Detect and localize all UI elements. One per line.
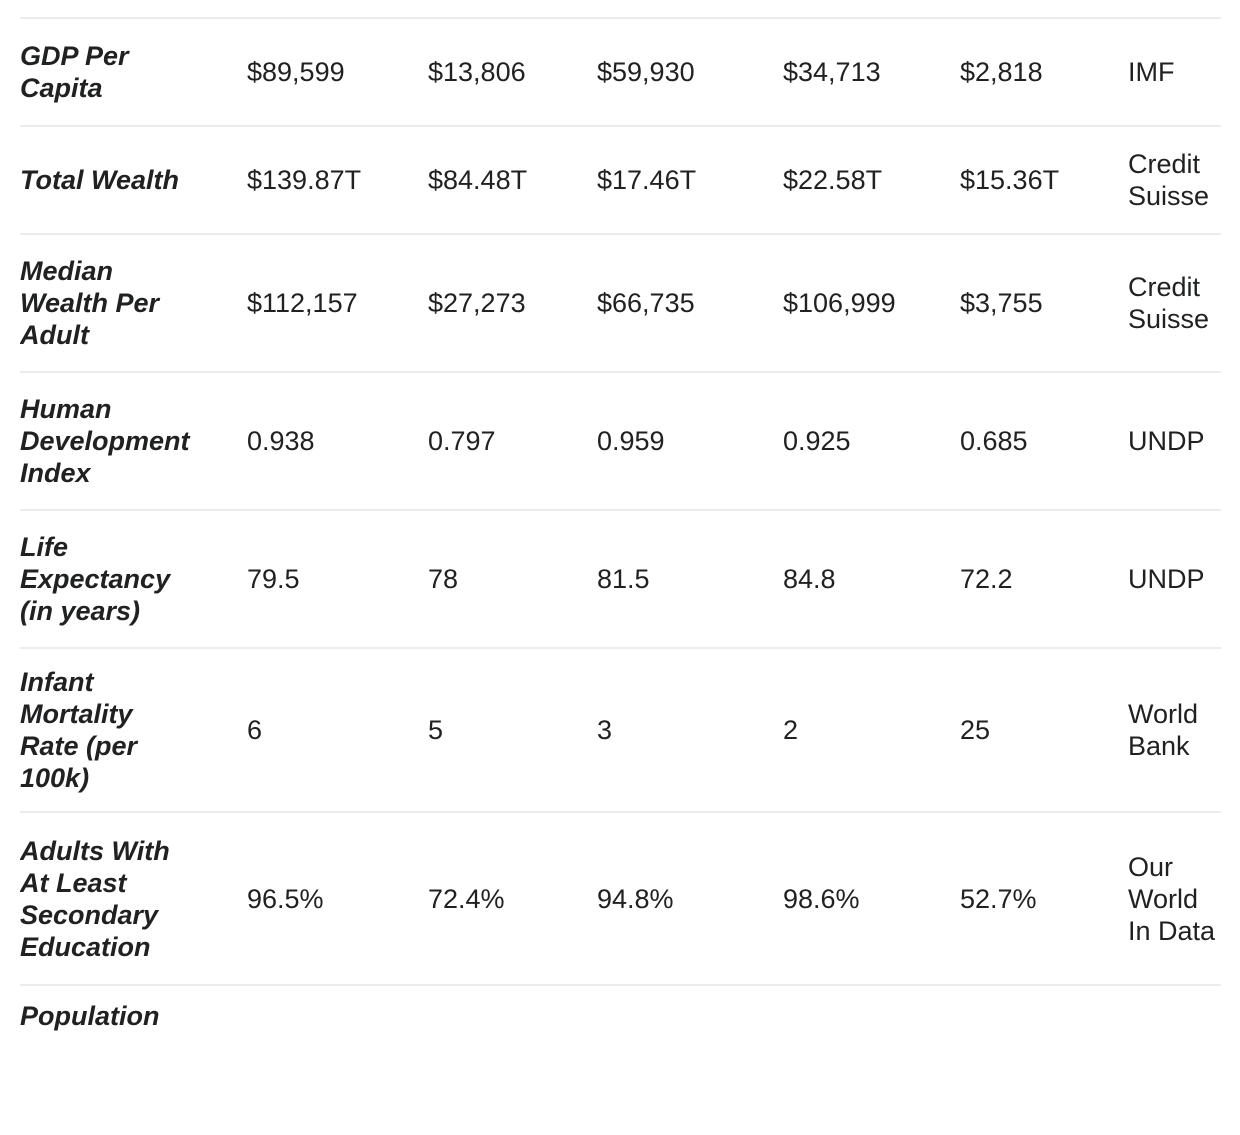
metric-value: $17.46T <box>597 165 697 195</box>
metric-value: $3,755 <box>960 288 1043 318</box>
metric-value: $139.87T <box>247 165 362 195</box>
metric-value: 6 <box>247 715 263 745</box>
metric-value: 5 <box>428 715 444 745</box>
metric-value <box>247 985 428 1135</box>
source-cell: UNDP <box>1128 426 1205 456</box>
row-label-median-wealth-per-adult: Median Wealth Per Adult <box>20 256 160 350</box>
table-row: GDP Per Capita $89,599 $13,806 $59,930 $… <box>20 18 1221 126</box>
metric-value: 78 <box>428 564 459 594</box>
source-cell <box>1128 985 1221 1135</box>
source-cell: Credit Suisse <box>1128 149 1210 211</box>
source-cell: World Bank <box>1128 699 1199 761</box>
metric-value: $66,735 <box>597 288 695 318</box>
metric-value <box>597 985 783 1135</box>
metric-value: $59,930 <box>597 57 695 87</box>
metric-value <box>783 985 960 1135</box>
metric-value: $27,273 <box>428 288 526 318</box>
metric-value: $112,157 <box>247 288 358 318</box>
metric-value: 98.6% <box>783 883 860 914</box>
metric-value: $15.36T <box>960 165 1060 195</box>
source-cell: UNDP <box>1128 564 1205 594</box>
metric-value: $22.58T <box>783 165 883 195</box>
row-label-total-wealth: Total Wealth <box>20 165 180 195</box>
source-cell: IMF <box>1128 57 1175 87</box>
source-cell: Credit Suisse <box>1128 272 1210 334</box>
table-row: Total Wealth $139.87T $84.48T $17.46T $2… <box>20 126 1221 234</box>
metric-value: 81.5 <box>597 564 650 594</box>
row-label-human-development-index: Human Development Index <box>20 394 190 488</box>
table-row: Human Development Index 0.938 0.797 0.95… <box>20 372 1221 510</box>
metric-value: 94.8% <box>597 883 674 914</box>
table-row: Infant Mortality Rate (per 100k) 6 5 3 2… <box>20 648 1221 812</box>
metric-value: 72.2 <box>960 564 1013 594</box>
row-label-infant-mortality-rate: Infant Mortality Rate (per 100k) <box>20 667 138 793</box>
row-label-population: Population <box>20 1001 160 1031</box>
metric-value: 72.4% <box>428 883 505 914</box>
metric-value: 0.925 <box>783 426 851 456</box>
source-cell: Our World In Data <box>1128 851 1216 946</box>
metric-value: 84.8 <box>783 564 836 594</box>
metric-value: 0.959 <box>597 426 665 456</box>
metric-value: 96.5% <box>247 883 324 914</box>
metric-value: 0.685 <box>960 426 1028 456</box>
table-row: Median Wealth Per Adult $112,157 $27,273… <box>20 234 1221 372</box>
metric-value: 25 <box>960 715 991 745</box>
metric-value: $84.48T <box>428 165 528 195</box>
table-row: Adults With At Least Secondary Education… <box>20 812 1221 985</box>
metric-value: $89,599 <box>247 57 345 87</box>
metric-value: $13,806 <box>428 57 526 87</box>
comparison-table-container: GDP Per Capita $89,599 $13,806 $59,930 $… <box>20 17 1221 1135</box>
metric-value: 79.5 <box>247 564 300 594</box>
metric-value <box>428 985 597 1135</box>
metric-value: 0.797 <box>428 426 496 456</box>
row-label-adults-secondary-education: Adults With At Least Secondary Education <box>20 835 170 962</box>
country-comparison-table: GDP Per Capita $89,599 $13,806 $59,930 $… <box>20 17 1221 1135</box>
metric-value: $34,713 <box>783 57 881 87</box>
metric-value: $106,999 <box>783 288 896 318</box>
metric-value: 2 <box>783 715 799 745</box>
row-label-gdp-per-capita: GDP Per Capita <box>20 41 129 103</box>
metric-value <box>960 985 1128 1135</box>
row-label-life-expectancy: Life Expectancy (in years) <box>20 532 171 626</box>
metric-value: 52.7% <box>960 883 1037 914</box>
table-row: Life Expectancy (in years) 79.5 78 81.5 … <box>20 510 1221 648</box>
metric-value: 0.938 <box>247 426 315 456</box>
metric-value: $2,818 <box>960 57 1043 87</box>
table-row: Population <box>20 985 1221 1135</box>
metric-value: 3 <box>597 715 613 745</box>
